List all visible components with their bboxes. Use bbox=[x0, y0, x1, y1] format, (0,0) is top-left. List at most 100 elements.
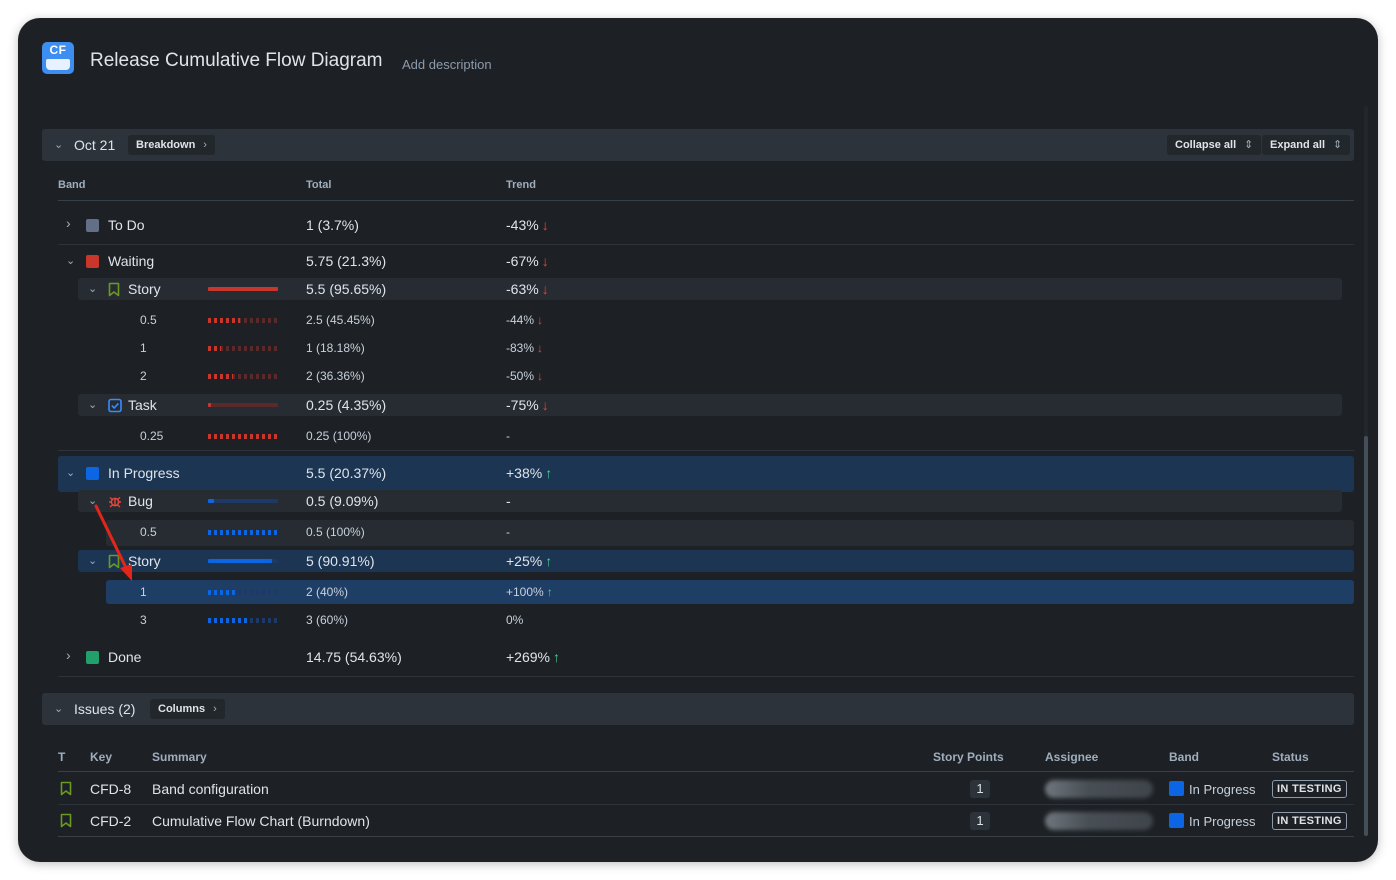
issue-key[interactable]: CFD-8 bbox=[90, 781, 132, 797]
row-label: 1 bbox=[140, 341, 147, 355]
row-trend: -67% ↓ bbox=[506, 253, 549, 269]
divider bbox=[58, 200, 1354, 201]
bug-icon bbox=[109, 496, 121, 508]
row-label: In Progress bbox=[108, 465, 180, 481]
proportion-bar-track bbox=[208, 590, 278, 595]
scrollbar-thumb[interactable] bbox=[1364, 436, 1368, 836]
story-point-row[interactable]: 2 2 (36.36%) -50% ↓ bbox=[18, 364, 1358, 390]
trend-down-arrow-icon: ↓ bbox=[541, 397, 549, 413]
trend-down-arrow-icon: ↓ bbox=[541, 217, 549, 233]
row-label: 0.5 bbox=[140, 525, 157, 539]
trend-value: -83% bbox=[506, 341, 535, 355]
trend-value: - bbox=[506, 525, 510, 539]
add-description-link[interactable]: Add description bbox=[402, 57, 492, 72]
story-point-row[interactable]: 1 2 (40%) +100% ↑ bbox=[18, 580, 1358, 606]
status-badge: IN TESTING bbox=[1272, 812, 1347, 830]
issue-type-row[interactable]: ⌄ Task 0.25 (4.35%) -75% ↓ bbox=[18, 394, 1358, 416]
breakdown-section-header: ⌄ Oct 21 Breakdown › Collapse all ⇕ Expand… bbox=[42, 129, 1354, 161]
story-point-row[interactable]: 0.5 2.5 (45.45%) -44% ↓ bbox=[18, 308, 1358, 334]
proportion-bar-fill bbox=[208, 374, 234, 379]
proportion-bar-fill bbox=[208, 590, 236, 595]
chevron-right-icon[interactable]: › bbox=[66, 647, 71, 663]
chevron-down-icon[interactable]: ⌄ bbox=[66, 255, 76, 267]
story-point-row[interactable]: 3 3 (60%) 0% bbox=[18, 608, 1358, 634]
issues-section-header: ⌄ Issues (2) Columns › bbox=[42, 693, 1354, 725]
issue-type-row[interactable]: ⌄ Story 5 (90.91%) +25% ↑ bbox=[18, 550, 1358, 572]
band-color-swatch bbox=[86, 467, 99, 480]
trend-value: -63% bbox=[506, 281, 539, 297]
chevron-right-icon: › bbox=[203, 139, 207, 151]
story-icon bbox=[60, 781, 72, 796]
row-trend: +100% ↑ bbox=[506, 585, 553, 599]
trend-value: 0% bbox=[506, 613, 524, 627]
row-trend: - bbox=[506, 525, 510, 539]
trend-up-arrow-icon: ↑ bbox=[545, 553, 553, 569]
row-trend: -50% ↓ bbox=[506, 369, 543, 383]
row-trend: +25% ↑ bbox=[506, 553, 552, 569]
issues-title: Issues (2) bbox=[74, 701, 136, 717]
band-color-swatch bbox=[86, 255, 99, 268]
trend-up-arrow-icon: ↑ bbox=[546, 585, 553, 599]
row-total: 0.25 (4.35%) bbox=[306, 397, 387, 413]
chevron-down-icon[interactable]: ⌄ bbox=[88, 495, 98, 507]
row-panel bbox=[78, 394, 1342, 416]
proportion-bar-fill bbox=[208, 346, 221, 351]
divider bbox=[58, 450, 1354, 451]
chevron-down-icon[interactable]: ⌄ bbox=[66, 467, 76, 479]
issue-key[interactable]: CFD-2 bbox=[90, 813, 132, 829]
row-total: 1 (18.18%) bbox=[306, 341, 365, 355]
proportion-bar-fill bbox=[208, 530, 278, 535]
divider bbox=[58, 771, 1354, 772]
row-total: 0.5 (9.09%) bbox=[306, 493, 379, 509]
expand-all-button[interactable]: Expand all ⇕ bbox=[1262, 135, 1351, 155]
row-trend: -44% ↓ bbox=[506, 313, 543, 327]
task-icon bbox=[108, 398, 122, 413]
chevron-down-icon[interactable]: ⌄ bbox=[88, 555, 98, 567]
chevron-down-icon[interactable]: ⌄ bbox=[54, 139, 64, 151]
story-point-row[interactable]: 0.5 0.5 (100%) - bbox=[18, 520, 1358, 546]
story-point-row[interactable]: 0.25 0.25 (100%) - bbox=[18, 424, 1358, 450]
column-header-total: Total bbox=[306, 179, 332, 191]
row-total: 2.5 (45.45%) bbox=[306, 313, 375, 327]
trend-value: -67% bbox=[506, 253, 539, 269]
chevron-right-icon[interactable]: › bbox=[66, 215, 71, 231]
proportion-bar-track bbox=[208, 499, 278, 503]
band-row[interactable]: › Done 14.75 (54.63%) +269% ↑ bbox=[18, 640, 1358, 676]
row-trend: -75% ↓ bbox=[506, 397, 549, 413]
issue-type-row[interactable]: ⌄ Story 5.5 (95.65%) -63% ↓ bbox=[18, 278, 1358, 300]
breakdown-button[interactable]: Breakdown › bbox=[128, 135, 215, 155]
story-point-row[interactable]: 1 1 (18.18%) -83% ↓ bbox=[18, 336, 1358, 362]
row-label: 1 bbox=[140, 585, 147, 599]
row-label: To Do bbox=[108, 217, 145, 233]
assignee-redacted bbox=[1045, 812, 1153, 830]
chevron-down-icon[interactable]: ⌄ bbox=[88, 283, 98, 295]
row-total: 0.5 (100%) bbox=[306, 525, 365, 539]
band-row[interactable]: › To Do 1 (3.7%) -43% ↓ bbox=[18, 208, 1358, 244]
trend-value: +100% bbox=[506, 585, 544, 599]
issues-header-key: Key bbox=[90, 750, 113, 764]
story-icon bbox=[108, 282, 120, 297]
story-icon bbox=[108, 554, 120, 569]
issue-summary[interactable]: Cumulative Flow Chart (Burndown) bbox=[152, 813, 370, 829]
row-highlight bbox=[78, 550, 1354, 572]
proportion-bar-fill bbox=[208, 287, 278, 291]
row-total: 5.75 (21.3%) bbox=[306, 253, 387, 269]
row-trend: -83% ↓ bbox=[506, 341, 543, 355]
divider bbox=[58, 804, 1354, 805]
row-trend: - bbox=[506, 493, 511, 509]
trend-down-arrow-icon: ↓ bbox=[541, 281, 549, 297]
row-total: 5 (90.91%) bbox=[306, 553, 375, 569]
issue-band: In Progress bbox=[1189, 814, 1256, 829]
chevron-down-icon[interactable]: ⌄ bbox=[54, 703, 64, 715]
annotation-arrow-icon bbox=[94, 504, 132, 581]
band-row[interactable]: ⌄ In Progress 5.5 (20.37%) +38% ↑ bbox=[18, 456, 1358, 492]
collapse-all-button[interactable]: Collapse all ⇕ bbox=[1167, 135, 1262, 155]
column-header-band: Band bbox=[58, 179, 86, 191]
columns-button[interactable]: Columns › bbox=[150, 699, 225, 719]
issue-summary[interactable]: Band configuration bbox=[152, 781, 269, 797]
chevron-down-icon[interactable]: ⌄ bbox=[88, 399, 98, 411]
trend-value: +38% bbox=[506, 465, 543, 481]
band-row[interactable]: ⌄ Waiting 5.75 (21.3%) -67% ↓ bbox=[18, 244, 1358, 280]
issue-type-row[interactable]: ⌄ Bug 0.5 (9.09%) - bbox=[18, 490, 1358, 512]
trend-value: -43% bbox=[506, 217, 539, 233]
